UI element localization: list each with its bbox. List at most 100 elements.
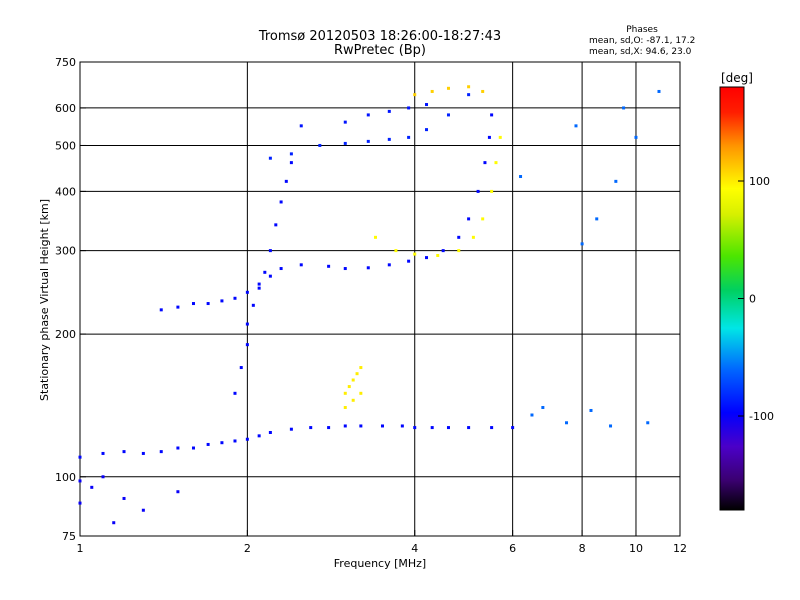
x-tick-label: 12 (673, 542, 687, 555)
echo-point (245, 343, 249, 347)
echo-point (263, 270, 267, 274)
echo-point (318, 143, 322, 147)
colorbar-ticks: 100 0 -100 (738, 175, 774, 423)
x-tick-label: 1 (77, 542, 84, 555)
y-axis-label: Stationary phase Virtual Height [km] (38, 199, 51, 401)
echo-point (413, 252, 417, 256)
y-tick-label: 200 (55, 328, 76, 341)
echo-point (481, 217, 485, 221)
echo-point (279, 200, 283, 204)
echo-point (78, 479, 82, 483)
echo-point (407, 259, 411, 263)
echo-point (176, 305, 180, 309)
echo-point (490, 113, 494, 117)
echo-point (400, 424, 404, 428)
echo-point (476, 189, 480, 193)
echo-point (239, 366, 243, 370)
echo-point (101, 475, 105, 479)
phases-legend: Phases mean, sd,O: -87.1, 17.2 mean, sd,… (589, 25, 695, 57)
echo-point (387, 137, 391, 141)
echo-point (425, 103, 429, 107)
echo-point (622, 106, 626, 110)
echo-point (257, 434, 261, 438)
x-tick-label: 4 (411, 542, 418, 555)
echo-point (299, 124, 303, 128)
echo-point (289, 427, 293, 431)
echo-point (490, 189, 494, 193)
echo-point (634, 135, 638, 139)
echo-point (327, 264, 331, 268)
echo-point (90, 485, 94, 489)
x-tick-label: 8 (579, 542, 586, 555)
colorbar-tick-label: 100 (749, 175, 770, 188)
echo-point (366, 266, 370, 270)
colorbar-tick-label: 0 (749, 293, 756, 306)
echo-point (366, 113, 370, 117)
echo-point (511, 426, 515, 430)
echo-point (112, 521, 116, 525)
echo-point (78, 455, 82, 459)
echo-point (519, 175, 523, 179)
echo-point (373, 235, 377, 239)
echo-point (343, 391, 347, 395)
echo-point (299, 263, 303, 267)
echo-point (257, 282, 261, 286)
echo-point (380, 424, 384, 428)
echo-point (530, 413, 534, 417)
echo-point (343, 141, 347, 145)
echo-point (589, 408, 593, 412)
echo-point (206, 442, 210, 446)
echo-point (446, 426, 450, 430)
echo-point (220, 299, 224, 303)
echo-point (343, 267, 347, 271)
echo-point (122, 496, 126, 500)
echo-point (494, 161, 498, 165)
echo-point (78, 501, 82, 505)
data-points (78, 85, 661, 525)
echo-point (206, 302, 210, 306)
plot-area (79, 61, 681, 537)
x-tick-label: 6 (509, 542, 516, 555)
echo-point (430, 426, 434, 430)
y-tick-label: 750 (55, 56, 76, 69)
echo-point (245, 437, 249, 441)
echo-point (457, 235, 461, 239)
echo-point (490, 426, 494, 430)
echo-point (245, 290, 249, 294)
echo-point (565, 421, 569, 425)
echo-point (351, 398, 355, 402)
echo-point (268, 430, 272, 434)
echo-point (268, 249, 272, 253)
echo-point (436, 253, 440, 257)
echo-point (309, 426, 313, 430)
echo-point (498, 135, 502, 139)
grid-layer (80, 62, 680, 536)
phases-line-o: mean, sd,O: -87.1, 17.2 (589, 36, 695, 46)
y-tick-label: 600 (55, 102, 76, 115)
echo-point (394, 249, 398, 253)
echo-point (191, 446, 195, 450)
echo-point (446, 113, 450, 117)
echo-point (159, 308, 163, 312)
echo-point (279, 267, 283, 271)
echo-point (351, 378, 355, 382)
echo-point (289, 152, 293, 156)
echo-point (343, 406, 347, 410)
echo-point (101, 451, 105, 455)
echo-point (284, 179, 288, 183)
echo-point (245, 322, 249, 326)
y-tick-label: 500 (55, 139, 76, 152)
echo-point (176, 446, 180, 450)
phases-title: Phases (626, 25, 658, 35)
echo-point (122, 450, 126, 454)
echo-point (268, 156, 272, 160)
echo-point (407, 106, 411, 110)
echo-point (355, 372, 359, 376)
echo-point (413, 93, 417, 97)
colorbar-tick-label: -100 (749, 410, 774, 423)
echo-point (233, 439, 237, 443)
echo-point (580, 242, 584, 246)
echo-point (387, 109, 391, 113)
colorbar-label: [deg] (721, 71, 753, 85)
colorbar: [deg] 100 0 -100 (719, 71, 774, 511)
